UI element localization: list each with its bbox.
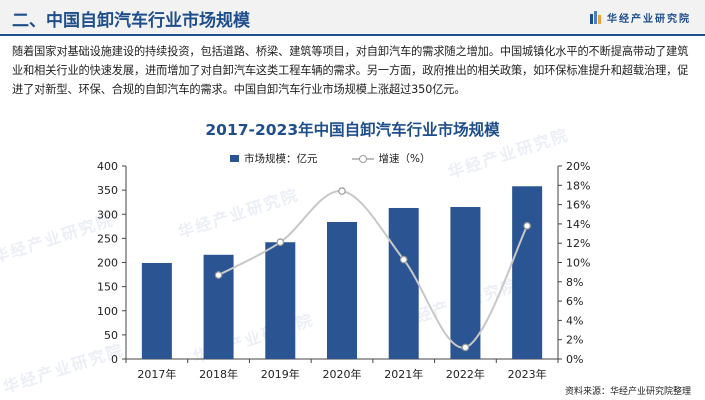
- growth-point: [399, 255, 408, 264]
- y-right-tick-label: 6%: [566, 295, 583, 308]
- legend-bar-swatch: [230, 155, 239, 162]
- bar: [450, 207, 481, 359]
- legend-line-swatch: [351, 154, 374, 163]
- section-title: 二、中国自卸汽车行业市场规模: [12, 11, 250, 31]
- y-left-tick-label: 350: [97, 184, 118, 197]
- bar: [141, 262, 172, 359]
- growth-point: [214, 271, 223, 279]
- y-right-tick-label: 14%: [566, 218, 590, 231]
- y-left-tick-label: 50: [104, 329, 118, 342]
- y-right-tick-label: 2%: [566, 334, 583, 347]
- x-tick-label: 2017年: [137, 367, 176, 381]
- bar: [512, 186, 543, 359]
- growth-point: [276, 238, 285, 247]
- y-right-tick-label: 16%: [566, 199, 590, 212]
- chart-title: 2017-2023年中国自卸汽车行业市场规模: [205, 121, 500, 139]
- y-left-tick-label: 400: [97, 160, 118, 173]
- y-right-tick-label: 4%: [566, 314, 583, 327]
- x-tick-label: 2020年: [323, 367, 362, 381]
- bar: [327, 221, 357, 359]
- y-left-tick-label: 250: [97, 232, 118, 245]
- x-tick-label: 2021年: [384, 367, 423, 381]
- header-bar: [0, 0, 705, 34]
- chart-legend: 市场规模：亿元 增速（%）: [230, 151, 430, 166]
- bar: [388, 207, 419, 359]
- x-tick-label: 2022年: [446, 367, 485, 381]
- y-left-tick-label: 0: [111, 353, 118, 366]
- y-left-tick-label: 150: [97, 281, 118, 294]
- x-tick-label: 2018年: [199, 367, 238, 381]
- brand: 华经产业研究院: [590, 10, 691, 25]
- intro-paragraph: 随着国家对基础设施建设的持续投资，包括道路、桥梁、建筑等项目，对自卸汽车的需求随…: [12, 45, 689, 96]
- y-right-tick-label: 10%: [566, 257, 590, 270]
- brand-logo-icon: [590, 11, 601, 24]
- y-right-tick-label: 20%: [566, 160, 590, 173]
- growth-line: [218, 190, 529, 349]
- y-right-tick-label: 0%: [566, 353, 583, 366]
- legend-line-label: 增速（%）: [378, 153, 431, 165]
- growth-point: [523, 222, 531, 230]
- y-right-tick-label: 8%: [566, 276, 583, 289]
- growth-point: [338, 187, 346, 195]
- y-right-tick-label: 18%: [566, 179, 590, 192]
- legend-bar-label: 市场规模：亿元: [244, 153, 318, 165]
- y-left-tick-label: 200: [97, 257, 118, 270]
- x-tick-label: 2019年: [261, 367, 300, 381]
- brand-name: 华经产业研究院: [607, 14, 691, 25]
- growth-point: [461, 343, 470, 352]
- header-divider: [0, 34, 705, 36]
- y-left-tick-label: 100: [97, 305, 118, 318]
- y-right-tick-label: 12%: [566, 237, 590, 250]
- y-left-tick-label: 300: [97, 208, 118, 221]
- bar: [265, 242, 296, 359]
- x-tick-label: 2023年: [508, 367, 547, 381]
- source-note: 资料来源：华经产业研究院整理: [564, 387, 691, 397]
